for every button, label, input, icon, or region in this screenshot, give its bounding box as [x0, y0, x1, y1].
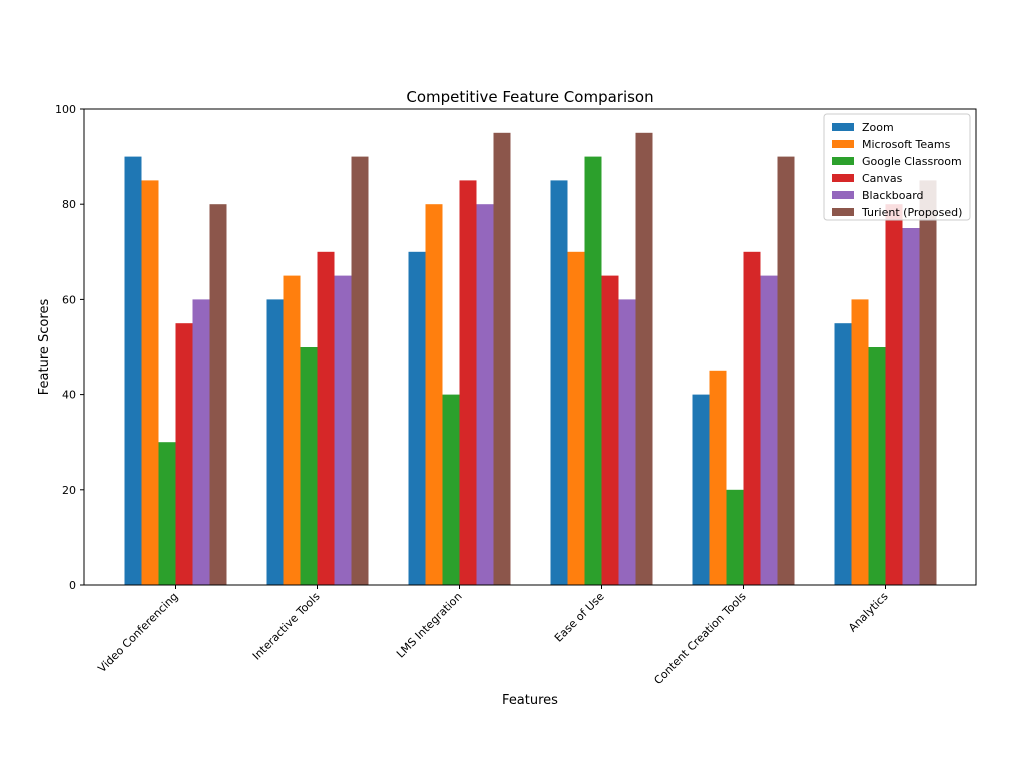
- bar: [209, 204, 227, 585]
- chart-title: Competitive Feature Comparison: [406, 88, 653, 106]
- legend-swatch: [832, 174, 854, 182]
- bar: [334, 275, 352, 585]
- legend-swatch: [832, 140, 854, 148]
- bar: [834, 323, 852, 585]
- bar: [635, 132, 653, 586]
- bars-layer: [124, 132, 937, 586]
- legend-swatch: [832, 123, 854, 131]
- legend-label: Blackboard: [862, 189, 924, 202]
- legend-label: Zoom: [862, 121, 894, 134]
- legend-label: Google Classroom: [862, 155, 962, 168]
- bar: [919, 180, 937, 585]
- y-axis-title: Feature Scores: [37, 299, 52, 396]
- bar: [425, 204, 443, 585]
- bar: [283, 275, 301, 585]
- x-tick-label: Interactive Tools: [250, 590, 323, 663]
- bar: [567, 251, 585, 586]
- bar: [476, 204, 494, 585]
- bar: [601, 275, 619, 585]
- y-tick-label: 60: [62, 293, 76, 306]
- bar: [777, 156, 795, 585]
- bar: [300, 347, 318, 585]
- legend-box: [823, 113, 971, 221]
- bar: [266, 299, 284, 585]
- bar: [692, 394, 710, 585]
- bar: [124, 156, 142, 585]
- bar: [851, 299, 869, 585]
- legend-swatch: [832, 157, 854, 165]
- bar: [192, 299, 210, 585]
- legend-label: Canvas: [862, 172, 903, 185]
- x-tick-label: Analytics: [846, 590, 891, 635]
- legend: Zoom Microsoft Teams Google Classroom Canva…: [823, 113, 971, 221]
- plot-frame: [83, 108, 977, 586]
- bar: [726, 489, 744, 585]
- bar: [885, 204, 903, 585]
- bar: [493, 132, 511, 586]
- y-tick-label: 100: [55, 103, 76, 116]
- bar: [351, 156, 369, 585]
- y-tick-label: 40: [62, 389, 76, 402]
- bar: [175, 323, 193, 585]
- bar: [442, 394, 460, 585]
- y-tick-label: 80: [62, 198, 76, 211]
- bar: [584, 156, 602, 585]
- bar: [709, 370, 727, 585]
- bar: [760, 275, 778, 585]
- bar: [618, 299, 636, 585]
- x-tick-label: LMS Integration: [394, 590, 465, 661]
- x-tick-label: Content Creation Tools: [651, 590, 748, 687]
- legend-label: Turient (Proposed): [861, 206, 962, 219]
- y-tick-label: 20: [62, 484, 76, 497]
- bar: [868, 347, 886, 585]
- bar: [550, 180, 568, 585]
- bar: [743, 251, 761, 586]
- y-tick-label: 0: [69, 579, 76, 592]
- legend-label: Microsoft Teams: [862, 138, 951, 151]
- bar: [158, 442, 176, 585]
- x-tick-label: Video Conferencing: [95, 590, 180, 675]
- bar: [317, 251, 335, 586]
- bar: [408, 251, 426, 586]
- x-tick-label: Ease of Use: [552, 590, 607, 645]
- bar: [902, 228, 920, 585]
- legend-swatch: [832, 191, 854, 199]
- legend-swatch: [832, 208, 854, 216]
- x-axis-title: Features: [502, 693, 558, 708]
- bar: [141, 180, 159, 585]
- bar: [459, 180, 477, 585]
